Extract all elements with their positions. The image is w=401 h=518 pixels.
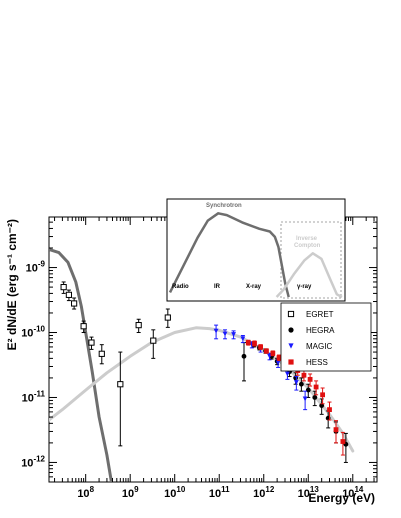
inset-xray-label: X-ray (246, 284, 262, 290)
hess-point (333, 427, 339, 433)
egret-point (135, 322, 142, 329)
inset-synchrotron-curve (168, 212, 290, 298)
inset-ir-label: IR (214, 284, 221, 290)
x-tick-label: 1013 (298, 485, 320, 500)
inset-compton-curve (275, 252, 343, 299)
hess-point (320, 392, 326, 398)
hess-point (307, 376, 313, 382)
hegra-point (319, 403, 325, 408)
hess-point (313, 384, 319, 390)
legend-label-magic: MAGIC (306, 342, 332, 351)
x-axis: 108 109 1010 1011 1012 1013 1014 (54, 217, 375, 500)
y-axis: 10-9 10-10 10-11 10-12 (21, 221, 377, 483)
synchrotron-model-curve (49, 247, 113, 482)
y-tick-label: 10-9 (26, 260, 46, 275)
hess-point (340, 439, 346, 444)
magic-point (231, 332, 236, 337)
hess-series (245, 339, 346, 456)
egret-series (60, 281, 171, 447)
y-axis-title: E² dN/dE (erg s⁻¹ cm⁻²) (5, 219, 19, 350)
hess-point (258, 344, 264, 350)
y-tick-label: 10-11 (22, 389, 46, 404)
egret-point (71, 300, 78, 307)
inset-sed-schematic: Synchrotron Inverse Compton Radio IR X-r… (166, 198, 346, 302)
inset-inverse-label: Inverse (296, 236, 318, 242)
y-tick-label: 10-10 (21, 325, 45, 340)
inset-compton-label: Compton (294, 243, 321, 249)
x-axis-title: Energy (eV) (308, 491, 375, 505)
magic-point (293, 380, 299, 385)
x-tick-label: 1010 (164, 485, 186, 500)
hess-point (327, 407, 332, 413)
legend-label-hess: HESS (306, 358, 328, 367)
magic-point (240, 336, 246, 342)
inset-frame (166, 198, 346, 302)
inset-synchrotron-label: Synchrotron (206, 203, 242, 209)
magic-point (275, 360, 281, 366)
hegra-point (305, 387, 311, 393)
magic-point (213, 328, 219, 334)
hegra-point (312, 395, 318, 400)
egret-point (65, 291, 73, 298)
hegra-point (298, 381, 304, 387)
egret-point (164, 314, 171, 321)
x-tick-label: 108 (77, 485, 94, 500)
legend-box (280, 302, 372, 372)
hess-point (276, 355, 282, 361)
x-tick-label: 1014 (342, 485, 364, 500)
egret-point (117, 381, 124, 388)
hess-point (264, 348, 269, 354)
egret-point (88, 339, 95, 346)
hess-point (252, 340, 257, 346)
hegra-point (241, 353, 247, 359)
egret-point (60, 284, 67, 291)
hess-point (301, 372, 307, 378)
legend-label-egret: EGRET (306, 310, 334, 319)
legend-label-hegra: HEGRA (306, 326, 335, 335)
legend-marker-hess (288, 359, 294, 365)
magic-point (285, 371, 290, 377)
egret-point (98, 350, 105, 357)
inset-gammaray-label: γ-ray (297, 284, 312, 290)
legend: EGRET HEGRA MAGIC HESS (280, 302, 372, 372)
egret-point (150, 337, 157, 344)
x-tick-label: 1011 (209, 485, 230, 500)
hess-point (270, 350, 276, 356)
legend-marker-magic (288, 343, 294, 349)
magic-point (302, 396, 308, 402)
magic-point (222, 331, 228, 337)
hess-point (245, 340, 251, 345)
y-tick-label: 10-12 (21, 454, 45, 469)
legend-marker-egret (287, 310, 295, 318)
x-tick-label: 109 (122, 485, 139, 500)
x-tick-label: 1012 (253, 485, 275, 500)
egret-point (80, 323, 87, 330)
inset-radio-label: Radio (172, 284, 189, 290)
legend-marker-hegra (288, 327, 294, 333)
inset-curves (168, 212, 343, 299)
